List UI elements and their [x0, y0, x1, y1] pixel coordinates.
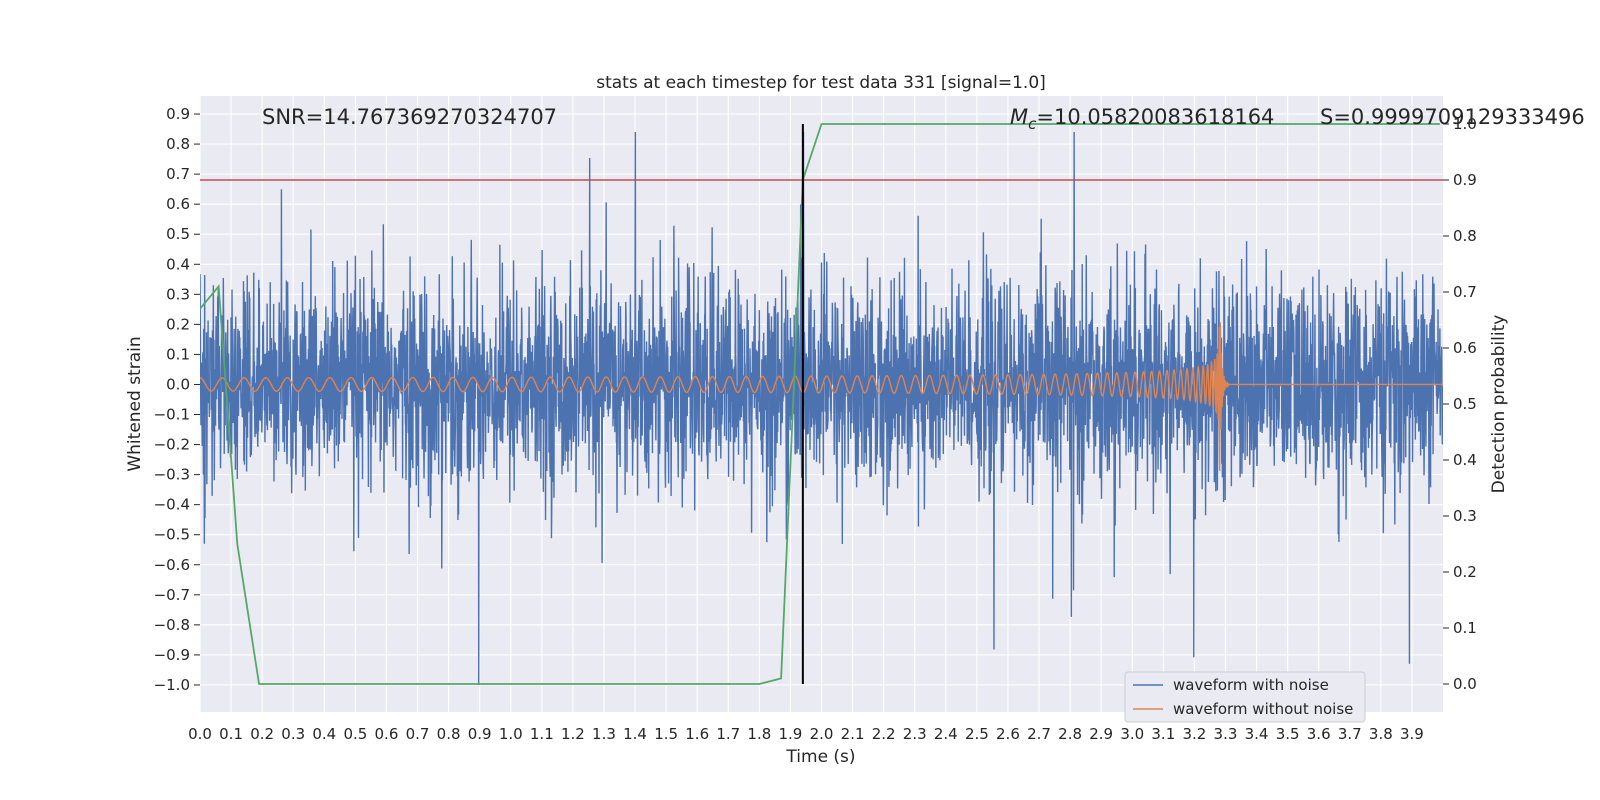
x-tick-label: 3.7 [1338, 725, 1362, 743]
x-tick-label: 1.9 [778, 725, 802, 743]
x-tick-labels: 0.0 0.1 0.2 0.3 0.4 0.5 0.6 0.7 0.8 0.9 1.0 1.1 1.2 1… [188, 725, 1424, 743]
x-tick-label: 2.3 [903, 725, 927, 743]
x-tick-label: 3.4 [1245, 725, 1269, 743]
x-tick-label: 1.2 [561, 725, 585, 743]
right-y-tick-label: 0.4 [1453, 451, 1477, 469]
chirp-mass-annotation: Mc=10.05820083618164 [1010, 105, 1274, 133]
y-tick-label: −0.5 [154, 526, 190, 544]
y-axis-label: Whitened strain [125, 336, 145, 471]
right-y-tick-label: 0.5 [1453, 395, 1477, 413]
right-y-tick-label: 1.0 [1453, 115, 1477, 133]
y-tick-label: −0.2 [154, 436, 190, 454]
y-tick-label: 0.5 [166, 225, 190, 243]
y-tick-label: −0.7 [154, 586, 190, 604]
x-tick-label: 0.6 [375, 725, 399, 743]
snr-annotation: SNR=14.767369270324707 [262, 105, 557, 129]
chirp-mass-subscript: c [1028, 115, 1037, 133]
y-tick-label: −1.0 [154, 676, 190, 694]
x-tick-label: 2.6 [996, 725, 1020, 743]
y-tick-label: 0.0 [166, 375, 190, 393]
x-tick-label: 1.7 [716, 725, 740, 743]
x-axis-label: Time (s) [785, 747, 855, 767]
x-tick-label: 3.8 [1369, 725, 1393, 743]
right-y-tick-label: 0.1 [1453, 619, 1477, 637]
chirp-mass-symbol: M [1010, 105, 1028, 129]
y-tick-label: 0.1 [166, 345, 190, 363]
x-tick-label: 0.9 [468, 725, 492, 743]
series-waveform-without-noise [200, 322, 1443, 472]
x-tick-label: 0.3 [281, 725, 305, 743]
x-tick-label: 0.7 [406, 725, 430, 743]
x-tick-label: 3.2 [1182, 725, 1206, 743]
right-y-tick-labels: 1.0 0.9 0.8 0.7 0.6 0.5 0.4 0.3 0.2 0.1 0.0 [1443, 115, 1477, 693]
x-tick-label: 2.0 [810, 725, 834, 743]
x-tick-label: 0.0 [188, 725, 212, 743]
x-tick-label: 3.9 [1400, 725, 1424, 743]
x-tick-label: 1.0 [499, 725, 523, 743]
x-tick-label: 2.7 [1027, 725, 1051, 743]
y-tick-label: −0.8 [154, 616, 190, 634]
x-tick-label: 1.3 [592, 725, 616, 743]
series-waveform-with-noise [200, 132, 1443, 685]
right-y-axis-label: Detection probability [1489, 315, 1509, 494]
x-tick-label: 0.4 [312, 725, 336, 743]
x-tick-label: 0.8 [437, 725, 461, 743]
x-tick-label: 3.0 [1120, 725, 1144, 743]
y-tick-label: −0.4 [154, 496, 190, 514]
x-tick-label: 1.8 [747, 725, 771, 743]
series-layer [200, 123, 1443, 685]
score-annotation: S=0.9999709129333496 [1320, 105, 1585, 129]
x-tick-label: 0.1 [219, 725, 243, 743]
x-tick-label: 2.4 [934, 725, 958, 743]
chart-title: stats at each timestep for test data 331… [596, 73, 1046, 93]
right-y-tick-label: 0.8 [1453, 227, 1477, 245]
chirp-mass-value: =10.05820083618164 [1036, 105, 1274, 129]
legend-label-clean: waveform without noise [1173, 700, 1353, 718]
right-y-tick-label: 0.0 [1453, 675, 1477, 693]
x-tick-label: 1.5 [654, 725, 678, 743]
x-tick-label: 2.2 [872, 725, 896, 743]
legend-box [1124, 671, 1366, 723]
x-tick-label: 1.6 [685, 725, 709, 743]
x-tick-label: 2.5 [965, 725, 989, 743]
y-tick-label: −0.6 [154, 556, 190, 574]
legend-label-noise: waveform with noise [1173, 676, 1329, 694]
x-tick-label: 1.1 [530, 725, 554, 743]
x-tick-label: 2.9 [1089, 725, 1113, 743]
right-y-tick-label: 0.9 [1453, 171, 1477, 189]
x-tick-label: 0.5 [343, 725, 367, 743]
y-tick-label: 0.7 [166, 165, 190, 183]
right-y-tick-label: 0.7 [1453, 283, 1477, 301]
y-tick-label: 0.2 [166, 315, 190, 333]
y-tick-label: 0.8 [166, 135, 190, 153]
y-tick-label: −0.3 [154, 466, 190, 484]
y-tick-label: 0.3 [166, 285, 190, 303]
x-tick-label: 3.6 [1307, 725, 1331, 743]
y-tick-label: −0.9 [154, 646, 190, 664]
x-tick-label: 0.2 [250, 725, 274, 743]
x-tick-label: 2.1 [841, 725, 865, 743]
x-tick-label: 3.3 [1214, 725, 1238, 743]
y-tick-label: 0.4 [166, 255, 190, 273]
y-tick-labels: 0.9 0.8 0.7 0.6 0.5 0.4 0.3 0.2 0.1 0.0 −0.1 −0.2 −0… [154, 105, 200, 694]
y-tick-label: 0.6 [166, 195, 190, 213]
series-detection-probability [200, 123, 1440, 685]
legend: waveform with noise waveform without noi… [1124, 671, 1366, 723]
x-tick-label: 3.1 [1151, 725, 1175, 743]
x-tick-label: 1.4 [623, 725, 647, 743]
x-tick-label: 3.5 [1276, 725, 1300, 743]
y-tick-label: 0.9 [166, 105, 190, 123]
right-y-tick-label: 0.2 [1453, 563, 1477, 581]
right-y-tick-label: 0.3 [1453, 507, 1477, 525]
right-y-tick-label: 0.6 [1453, 339, 1477, 357]
x-tick-label: 2.8 [1058, 725, 1082, 743]
y-tick-label: −0.1 [154, 406, 190, 424]
